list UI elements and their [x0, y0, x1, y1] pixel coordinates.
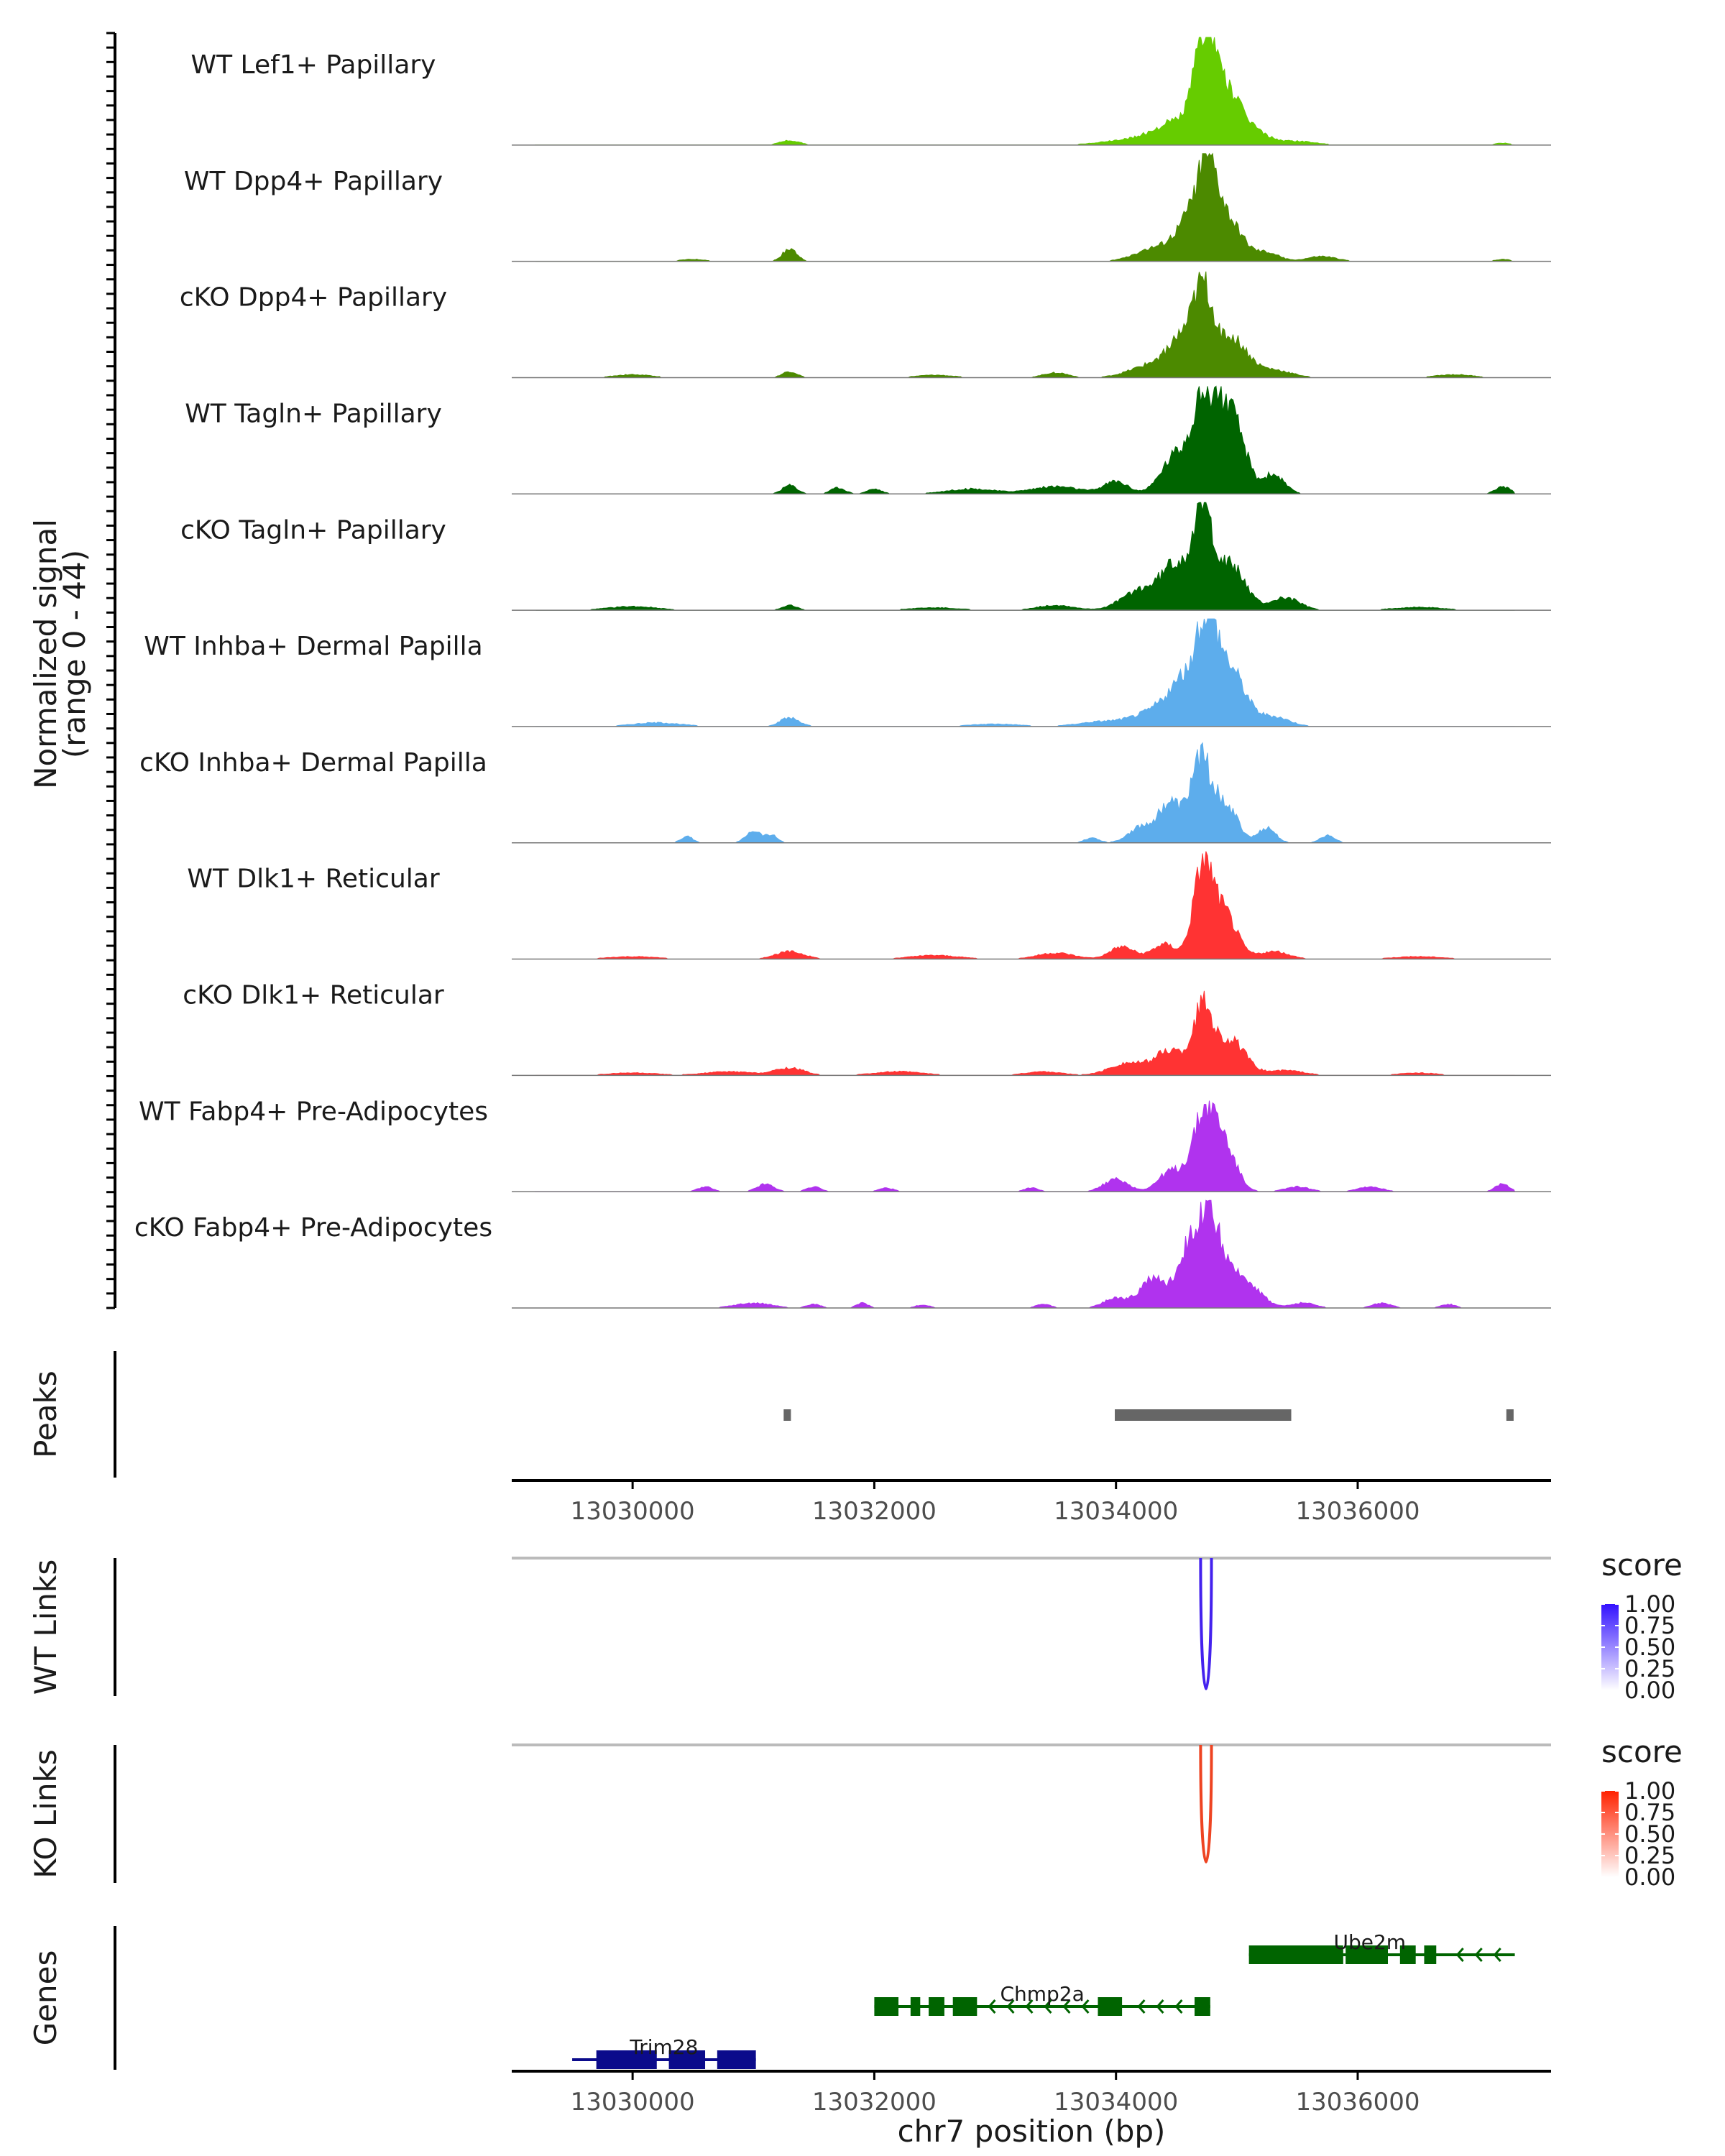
coverage-area: [534, 37, 1515, 146]
track-label: cKO Inhba+ Dermal Papilla: [139, 748, 487, 778]
x-axis-top-tick-label: 13030000: [571, 1497, 695, 1526]
gene-strand-arrow: [1062, 1999, 1071, 2014]
legend-title: score: [1601, 1734, 1683, 1769]
gene-strand-arrow: [1474, 1948, 1483, 1962]
coverage-area: [535, 502, 1515, 611]
coverage-area: [535, 851, 1515, 960]
coverage-area: [535, 742, 1515, 844]
gene-strand-arrow: [1156, 1999, 1164, 2014]
gene-exon: [1098, 1997, 1123, 2016]
gene-exon: [1194, 1997, 1210, 2016]
legend-tick-label: 0.50: [1624, 1820, 1675, 1848]
legend-tick-label: 0.25: [1624, 1842, 1675, 1869]
gene-strand-arrow: [1044, 1999, 1052, 2014]
gene-strand-arrow: [1025, 1999, 1034, 2014]
peaks-track-label: Peaks: [28, 1370, 63, 1458]
gene-exon: [1248, 1945, 1343, 1964]
gene-label: Chmp2a: [1000, 1982, 1084, 2006]
gene-exon: [952, 1997, 978, 2016]
peak-region: [1506, 1409, 1514, 1421]
track-label: WT Dpp4+ Papillary: [184, 167, 443, 196]
x-axis-bottom-tick-label: 13036000: [1295, 2088, 1420, 2116]
x-axis-top-tick-label: 13036000: [1295, 1497, 1420, 1526]
x-axis-label: chr7 position (bp): [898, 2114, 1166, 2149]
legend-tick-label: 0.25: [1624, 1655, 1675, 1682]
x-axis-top-tick-label: 13034000: [1054, 1497, 1178, 1526]
gene-exon: [1399, 1945, 1416, 1964]
gene-label: Trim28: [629, 2035, 698, 2059]
links-track-label: KO Links: [28, 1749, 63, 1879]
track-label: WT Dlk1+ Reticular: [187, 865, 439, 894]
x-axis-bottom-tick-label: 13034000: [1054, 2088, 1178, 2116]
coverage-area: [535, 990, 1515, 1076]
x-axis-top: 13030000 13032000 13034000 13036000: [512, 1479, 1551, 1526]
gene-exon: [668, 2050, 706, 2069]
x-axis-bottom-tick-label: 13032000: [812, 2088, 937, 2116]
gene-strand-arrow: [1006, 1999, 1015, 2014]
x-axis-bottom: 13030000 13032000 13034000 13036000: [512, 2070, 1551, 2116]
gene-strand-arrow: [1493, 1948, 1501, 1962]
peak-region: [1115, 1409, 1292, 1421]
legend-title: score: [1601, 1547, 1683, 1583]
coverage-area: [535, 1199, 1515, 1309]
legend-tick-label: 0.75: [1624, 1799, 1675, 1826]
legend-tick-label: 0.75: [1624, 1612, 1675, 1639]
coverage-area: [535, 385, 1516, 494]
gene-label: Ube2m: [1333, 1930, 1406, 1954]
gene-strand-arrow: [1455, 1948, 1464, 1962]
legend-tick-label: 0.00: [1624, 1864, 1675, 1891]
coverage-panel: WT Lef1+ Papillary WT Dpp4+ Papillary cKO …: [106, 32, 1551, 1309]
gene-strand-arrow: [1081, 1999, 1090, 2014]
gene-exon: [929, 1997, 944, 2016]
peak-region: [783, 1409, 791, 1421]
x-axis-bottom-tick-label: 13030000: [571, 2088, 695, 2116]
track-label: cKO Fabp4+ Pre-Adipocytes: [134, 1213, 492, 1243]
gene-exon: [1346, 1945, 1389, 1964]
legend-tick-label: 0.00: [1624, 1677, 1675, 1704]
links-track-label: WT Links: [28, 1560, 63, 1695]
link-arc: [1199, 1744, 1213, 1864]
coverage-area: [535, 271, 1515, 378]
track-label: cKO Dpp4+ Papillary: [180, 283, 447, 313]
track-label: cKO Tagln+ Papillary: [180, 515, 446, 545]
legend-tick-label: 1.00: [1624, 1777, 1675, 1805]
gene-strand-arrow: [1174, 1999, 1183, 2014]
gene-exon: [717, 2050, 756, 2069]
genes-panel: Genes Ube2m Chmp2a Trim28: [28, 1926, 1515, 2070]
genes-track-label: Genes: [28, 1950, 63, 2046]
gene-exon: [596, 2050, 657, 2069]
coverage-axis-label: Normalized signal: [28, 519, 63, 789]
track-label: cKO Dlk1+ Reticular: [183, 981, 444, 1010]
coverage-area: [535, 618, 1515, 727]
gene-exon: [910, 1997, 921, 2016]
coverage-area: [535, 152, 1515, 262]
gene-exon: [1424, 1945, 1437, 1964]
track-label: WT Fabp4+ Pre-Adipocytes: [139, 1097, 488, 1126]
link-arc: [1199, 1557, 1213, 1690]
track-label: WT Lef1+ Papillary: [191, 50, 436, 80]
gene-strand-arrow: [1137, 1999, 1146, 2014]
x-axis-top-tick-label: 13032000: [812, 1497, 937, 1526]
gene-strand-arrow: [988, 1999, 996, 2014]
track-label: WT Tagln+ Papillary: [185, 399, 442, 428]
coverage-axis-range-label: (range 0 - 44): [57, 550, 92, 758]
legend-tick-label: 0.50: [1624, 1634, 1675, 1661]
peaks-panel: Peaks: [28, 1351, 1514, 1478]
track-label: WT Inhba+ Dermal Papilla: [144, 632, 482, 661]
legend-tick-label: 1.00: [1624, 1590, 1675, 1618]
coverage-area: [535, 1100, 1516, 1192]
gene-exon: [874, 1997, 899, 2016]
